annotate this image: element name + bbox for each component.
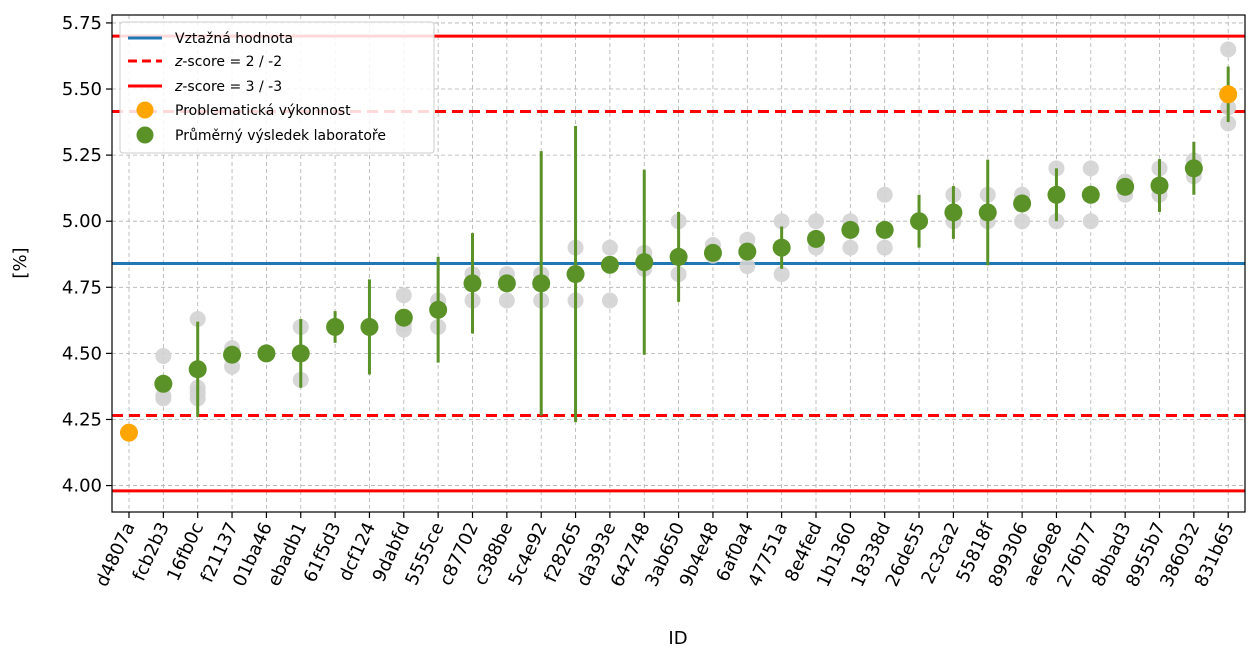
legend-problem-label: Problematická výkonnost [175,103,351,119]
mean-point [807,229,825,248]
mean-point [291,344,310,363]
mean-point [910,212,929,231]
replicate-point [1220,115,1237,132]
replicate-point [601,239,618,256]
replicate-point [773,213,790,230]
y-tick-label: 5.00 [62,211,102,232]
mean-point [738,242,757,261]
mean-point [394,308,413,327]
legend-mean-swatch [136,126,154,144]
mean-point [532,274,551,293]
mean-point [600,255,619,274]
mean-point [257,344,276,363]
replicate-point [808,213,824,230]
mean-point [497,274,516,293]
mean-point [841,220,860,239]
replicate-point [1014,213,1031,230]
replicate-point [739,258,756,275]
legend-z2-z: z [174,54,183,70]
x-axis-title: ID [668,628,687,649]
replicate-point [1082,213,1099,230]
mean-point [1081,185,1100,204]
replicate-point [1082,160,1099,177]
legend-reference-label: Vztažná hodnota [175,31,293,47]
mean-point [188,360,207,379]
mean-point [978,203,997,222]
y-tick-label: 4.75 [62,277,102,298]
replicate-point [1220,41,1237,58]
mean-point [463,274,482,293]
mean-point [566,265,585,284]
y-tick-label: 4.50 [62,343,102,364]
problem-point [120,423,138,442]
legend-z2-rest: -score = 2 / -2 [182,54,282,70]
mean-point [1150,176,1169,195]
legend-z3-rest: -score = 3 / -3 [182,79,282,95]
mean-point [635,253,654,272]
legend-z3-z: z [174,79,183,95]
mean-point [223,345,242,364]
y-axis-title: [%] [10,247,31,278]
mean-point [1013,194,1032,213]
mean-point [944,203,963,222]
mean-point [772,238,791,257]
mean-point [703,243,722,262]
mean-point [875,220,894,239]
y-tick-label: 5.25 [62,145,102,166]
problem-point [1219,85,1238,104]
legend-z3-label: z-score = 3 / -3 [174,79,282,95]
y-tick-label: 5.75 [62,13,102,34]
mean-point [1116,177,1135,196]
mean-point [1047,185,1066,204]
mean-point [326,317,345,336]
replicate-point [842,239,859,256]
y-tick-label: 5.50 [62,79,102,100]
replicate-point [601,292,618,309]
replicate-point [876,186,893,203]
mean-point [1184,159,1203,178]
legend: Vztažná hodnota z-score = 2 / -2 z-score… [119,21,435,154]
mean-point [669,247,688,266]
mean-point [429,300,448,319]
replicate-point [876,239,893,256]
mean-point [360,317,379,336]
legend-z2-label: z-score = 2 / -2 [174,54,282,70]
replicate-point [773,266,790,283]
replicate-point [498,292,515,309]
legend-problem-swatch [136,101,154,119]
replicate-point [395,287,412,304]
mean-point [154,374,173,393]
replicate-point [189,311,206,328]
legend-box [119,21,435,154]
mean-points [120,85,1238,442]
y-tick-label: 4.25 [62,409,102,430]
replicate-point [155,348,172,365]
y-tick-label: 4.00 [62,476,102,497]
legend-mean-label: Průměrný výsledek laboratoře [175,128,386,144]
